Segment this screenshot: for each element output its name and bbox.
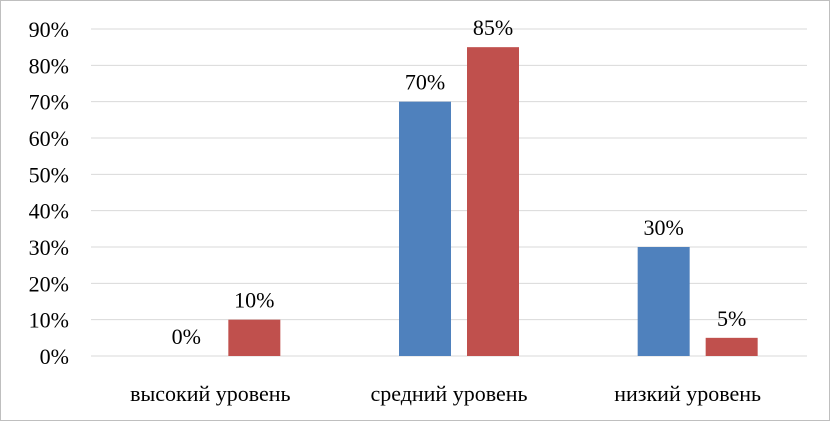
- y-tick-label: 50%: [29, 162, 69, 187]
- y-tick-label: 90%: [29, 17, 69, 42]
- category-label: средний уровень: [370, 381, 527, 406]
- y-tick-label: 60%: [29, 126, 69, 151]
- bars: [228, 47, 758, 357]
- category-labels: высокий уровень средний уровень низкий уро…: [130, 381, 761, 406]
- data-label: 0%: [172, 324, 201, 349]
- y-tick-label: 20%: [29, 271, 69, 296]
- y-tick-label: 0%: [40, 344, 69, 369]
- y-tick-label: 10%: [29, 308, 69, 333]
- category-label: низкий уровень: [614, 381, 761, 406]
- data-label: 30%: [644, 215, 684, 240]
- y-tick-label: 70%: [29, 90, 69, 115]
- bar: [705, 337, 758, 356]
- data-label: 70%: [405, 70, 445, 95]
- bar: [399, 101, 451, 357]
- bar: [228, 319, 281, 356]
- data-labels: 0% 10% 70% 85% 30% 5%: [172, 15, 747, 349]
- category-label: высокий уровень: [130, 381, 291, 406]
- bar: [637, 247, 690, 356]
- y-tick-label: 30%: [29, 235, 69, 260]
- y-axis-ticks: 0% 10% 20% 30% 40% 50% 60% 70% 80% 90%: [29, 17, 69, 369]
- data-label: 5%: [717, 306, 746, 331]
- bar: [467, 47, 519, 357]
- data-label: 85%: [473, 15, 513, 40]
- data-label: 10%: [234, 288, 274, 313]
- y-tick-label: 40%: [29, 199, 69, 224]
- y-tick-label: 80%: [29, 53, 69, 78]
